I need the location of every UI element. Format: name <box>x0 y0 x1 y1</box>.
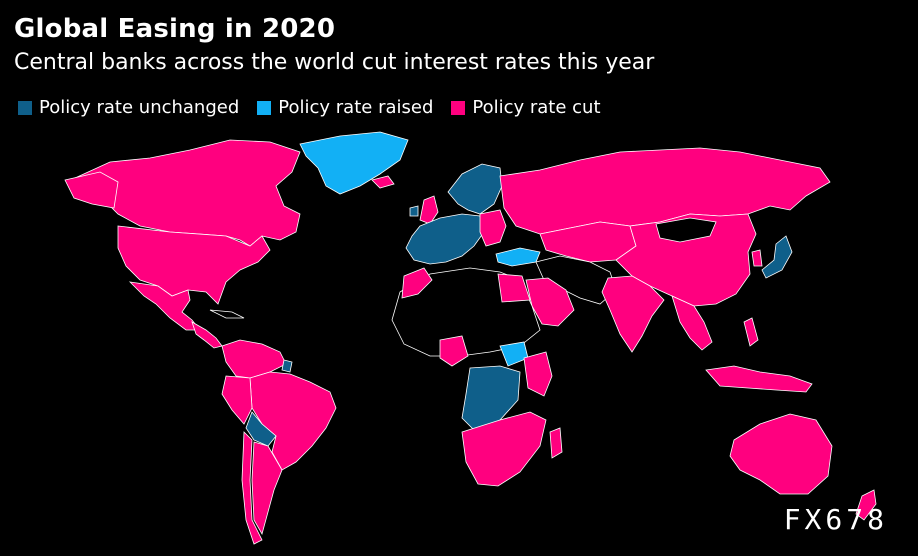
region-turkey <box>495 247 541 267</box>
region-canada <box>74 139 301 247</box>
region-central-america <box>191 321 223 349</box>
legend-label-raised: Policy rate raised <box>278 97 434 118</box>
region-united-kingdom <box>419 195 439 225</box>
region-alaska <box>64 171 119 209</box>
legend-swatch-unchanged <box>18 100 32 115</box>
region-madagascar <box>549 427 563 459</box>
legend-swatch-cut <box>451 100 466 115</box>
region-united-states <box>117 225 271 305</box>
legend-item-unchanged: Policy rate unchanged <box>18 97 239 118</box>
region-suriname <box>281 359 293 373</box>
region-nigeria <box>439 335 469 367</box>
region-mexico <box>128 281 201 331</box>
region-peru <box>221 375 253 425</box>
map-title: Global Easing in 2020 <box>14 14 336 44</box>
legend-swatch-raised <box>257 100 272 115</box>
legend-item-raised: Policy rate raised <box>257 97 433 118</box>
watermark-text: FX678 <box>783 503 888 536</box>
map-subtitle: Central banks across the world cut inter… <box>14 50 655 75</box>
region-argentina <box>251 441 283 536</box>
legend: Policy rate unchanged Policy rate raised… <box>18 97 619 118</box>
region-norway-sweden-finland <box>447 163 503 215</box>
region-iceland <box>371 175 395 189</box>
legend-label-unchanged: Policy rate unchanged <box>39 97 240 118</box>
region-east-africa <box>523 351 553 397</box>
region-australia <box>729 413 833 495</box>
region-cuba <box>209 309 245 319</box>
world-map <box>64 131 877 545</box>
region-southern-africa <box>461 411 547 487</box>
legend-label-cut: Policy rate cut <box>472 97 601 118</box>
region-indonesia <box>705 365 813 393</box>
region-mongolia <box>655 217 717 243</box>
region-japan <box>761 235 793 279</box>
region-poland-eastern-europe <box>479 209 507 247</box>
region-southeast-asia <box>671 295 713 351</box>
region-philippines <box>743 317 759 347</box>
region-china <box>615 213 757 307</box>
region-greenland <box>299 131 409 195</box>
region-india <box>601 275 665 353</box>
region-saudi-arabia <box>525 277 575 327</box>
region-new-zealand <box>855 489 877 521</box>
region-ireland <box>409 205 419 217</box>
region-korea <box>751 249 763 267</box>
region-colombia-venezuela <box>221 339 287 379</box>
region-morocco <box>401 267 433 299</box>
region-western-europe <box>405 213 485 265</box>
legend-item-cut: Policy rate cut <box>451 97 601 118</box>
region-south-sudan <box>499 341 529 367</box>
region-egypt <box>497 273 531 303</box>
region-chile <box>241 431 263 545</box>
